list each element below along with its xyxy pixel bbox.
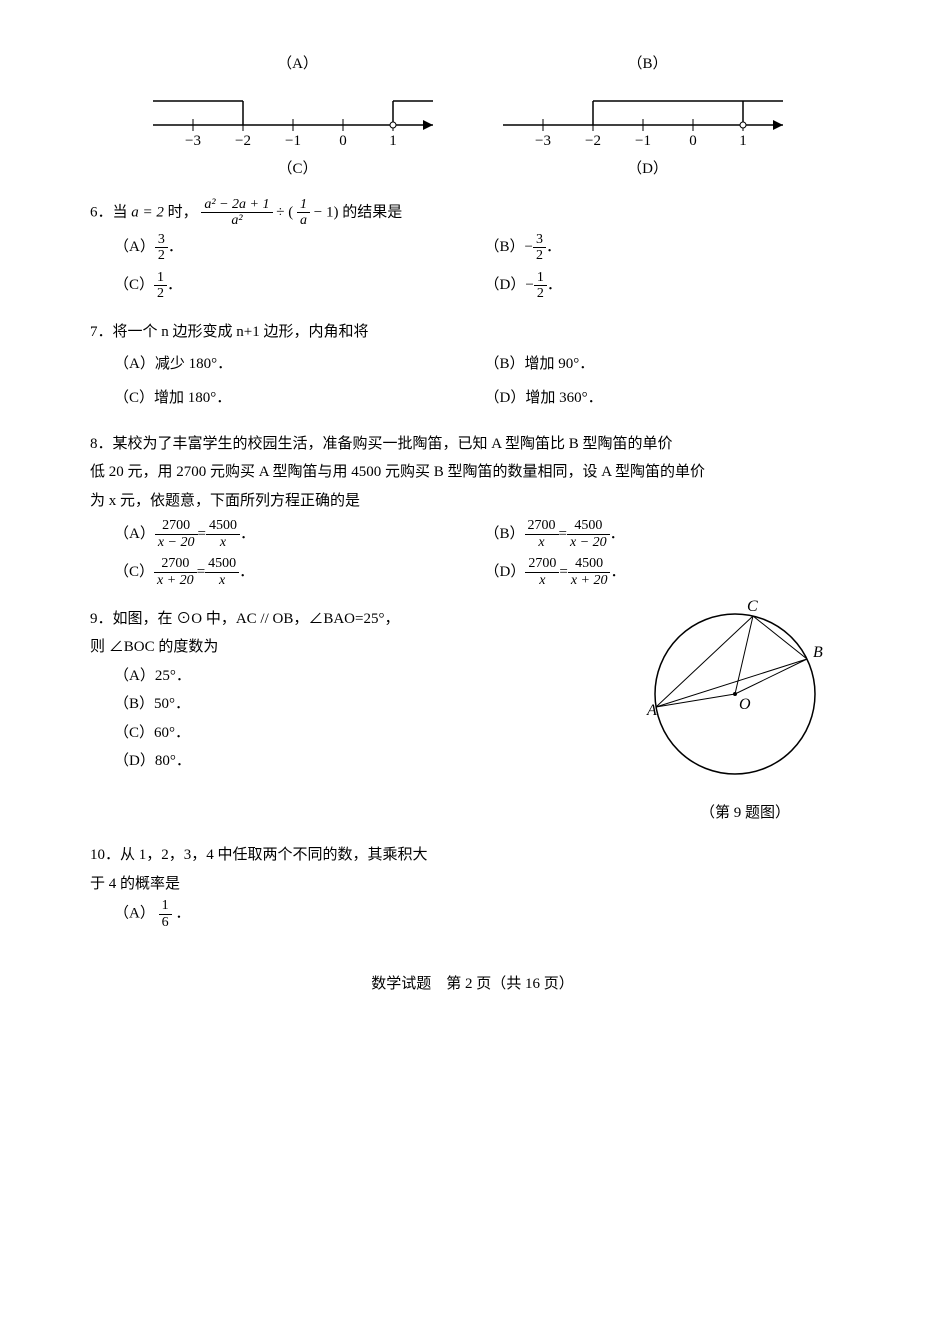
svg-text:1: 1: [739, 133, 747, 149]
q6-mid: 时，: [168, 204, 198, 220]
q7-D: （D）增加 360°．: [485, 384, 856, 413]
svg-text:0: 0: [339, 133, 347, 149]
q6-opts: （A） 32 ． （B） − 32 ． （C） 12 ． （D） − 12 ．: [114, 229, 855, 305]
numberline-d: −3 −2 −1 0 1 （D）: [493, 85, 803, 184]
q8-opts: （A） 2700x − 20 = 4500x ． （B） 2700x = 450…: [114, 515, 855, 591]
fig-b-label: （B）: [493, 50, 803, 79]
svg-text:1: 1: [389, 133, 397, 149]
q8-C: （C） 2700x + 20 = 4500x ．: [114, 556, 485, 588]
q10-l2: 于 4 的概率是: [90, 870, 855, 899]
q7-A: （A）减少 180°．: [114, 350, 485, 379]
q6-D: （D） − 12 ．: [485, 270, 856, 302]
fig-cd-row: −3 −2 −1 0 1 （C） −3 −2 −1 0 1 （D）: [90, 85, 855, 184]
numberline-c: −3 −2 −1 0 1 （C）: [143, 85, 453, 184]
q6-tail: − 1) 的结果是: [314, 204, 402, 220]
fig-c-label: （C）: [143, 155, 453, 184]
q9-caption: （第 9 题图）: [635, 799, 855, 828]
q6-B: （B） − 32 ．: [485, 232, 856, 264]
q6: 6．当 a = 2 时， a² − 2a + 1 a² ÷ ( 1 a − 1)…: [90, 197, 855, 229]
numberline-d-svg: −3 −2 −1 0 1: [493, 85, 803, 155]
q10-l1: 10．从 1，2，3，4 中任取两个不同的数，其乘积大: [90, 841, 855, 870]
q8-A: （A） 2700x − 20 = 4500x ．: [114, 518, 485, 550]
q6-aeq: a = 2: [131, 204, 164, 220]
svg-text:−1: −1: [635, 133, 651, 149]
q6-pre: 6．当: [90, 204, 131, 220]
q10-A: （A） 16 ．: [114, 898, 855, 930]
q9-figure: A B C O （第 9 题图）: [635, 599, 855, 828]
fig-a-label: （A）: [143, 50, 453, 79]
q7-B: （B）增加 90°．: [485, 350, 856, 379]
fig-d-label: （D）: [493, 155, 803, 184]
q8-B: （B） 2700x = 4500x − 20 ．: [485, 518, 856, 550]
svg-text:−2: −2: [235, 133, 251, 149]
svg-text:−2: −2: [585, 133, 601, 149]
svg-text:−3: −3: [185, 133, 201, 149]
svg-text:C: C: [747, 599, 758, 615]
q6-frac1: a² − 2a + 1 a²: [201, 197, 272, 229]
svg-text:−3: −3: [535, 133, 551, 149]
numberline-c-svg: −3 −2 −1 0 1: [143, 85, 453, 155]
q7-C: （C）增加 180°．: [114, 384, 485, 413]
q8-D: （D） 2700x = 4500x + 20 ．: [485, 556, 856, 588]
q6-C: （C） 12 ．: [114, 270, 485, 302]
q8-l3: 为 x 元，依题意，下面所列方程正确的是: [90, 487, 855, 516]
fig-ab-row: （A） （B）: [90, 50, 855, 79]
q7-opts: （A）减少 180°． （B）增加 90°． （C）增加 180°． （D）增加…: [114, 347, 855, 416]
circle-diagram: A B C O: [635, 599, 835, 799]
svg-text:B: B: [813, 644, 823, 661]
svg-text:A: A: [646, 702, 657, 719]
svg-text:O: O: [739, 696, 751, 713]
q8-l2: 低 20 元，用 2700 元购买 A 型陶笛与用 4500 元购买 B 型陶笛…: [90, 458, 855, 487]
q7-stem: 7．将一个 n 边形变成 n+1 边形，内角和将: [90, 318, 855, 347]
page-footer: 数学试题 第 2 页（共 16 页）: [90, 970, 855, 999]
q6-frac2: 1 a: [297, 197, 310, 229]
svg-text:−1: −1: [285, 133, 301, 149]
q6-div: ÷ (: [276, 204, 293, 220]
svg-text:0: 0: [689, 133, 697, 149]
q9: A B C O （第 9 题图） 9．如图，在 ⊙O 中，AC // OB，∠B…: [90, 605, 855, 634]
q8-l1: 8．某校为了丰富学生的校园生活，准备购买一批陶笛，已知 A 型陶笛比 B 型陶笛…: [90, 430, 855, 459]
q6-A: （A） 32 ．: [114, 232, 485, 264]
